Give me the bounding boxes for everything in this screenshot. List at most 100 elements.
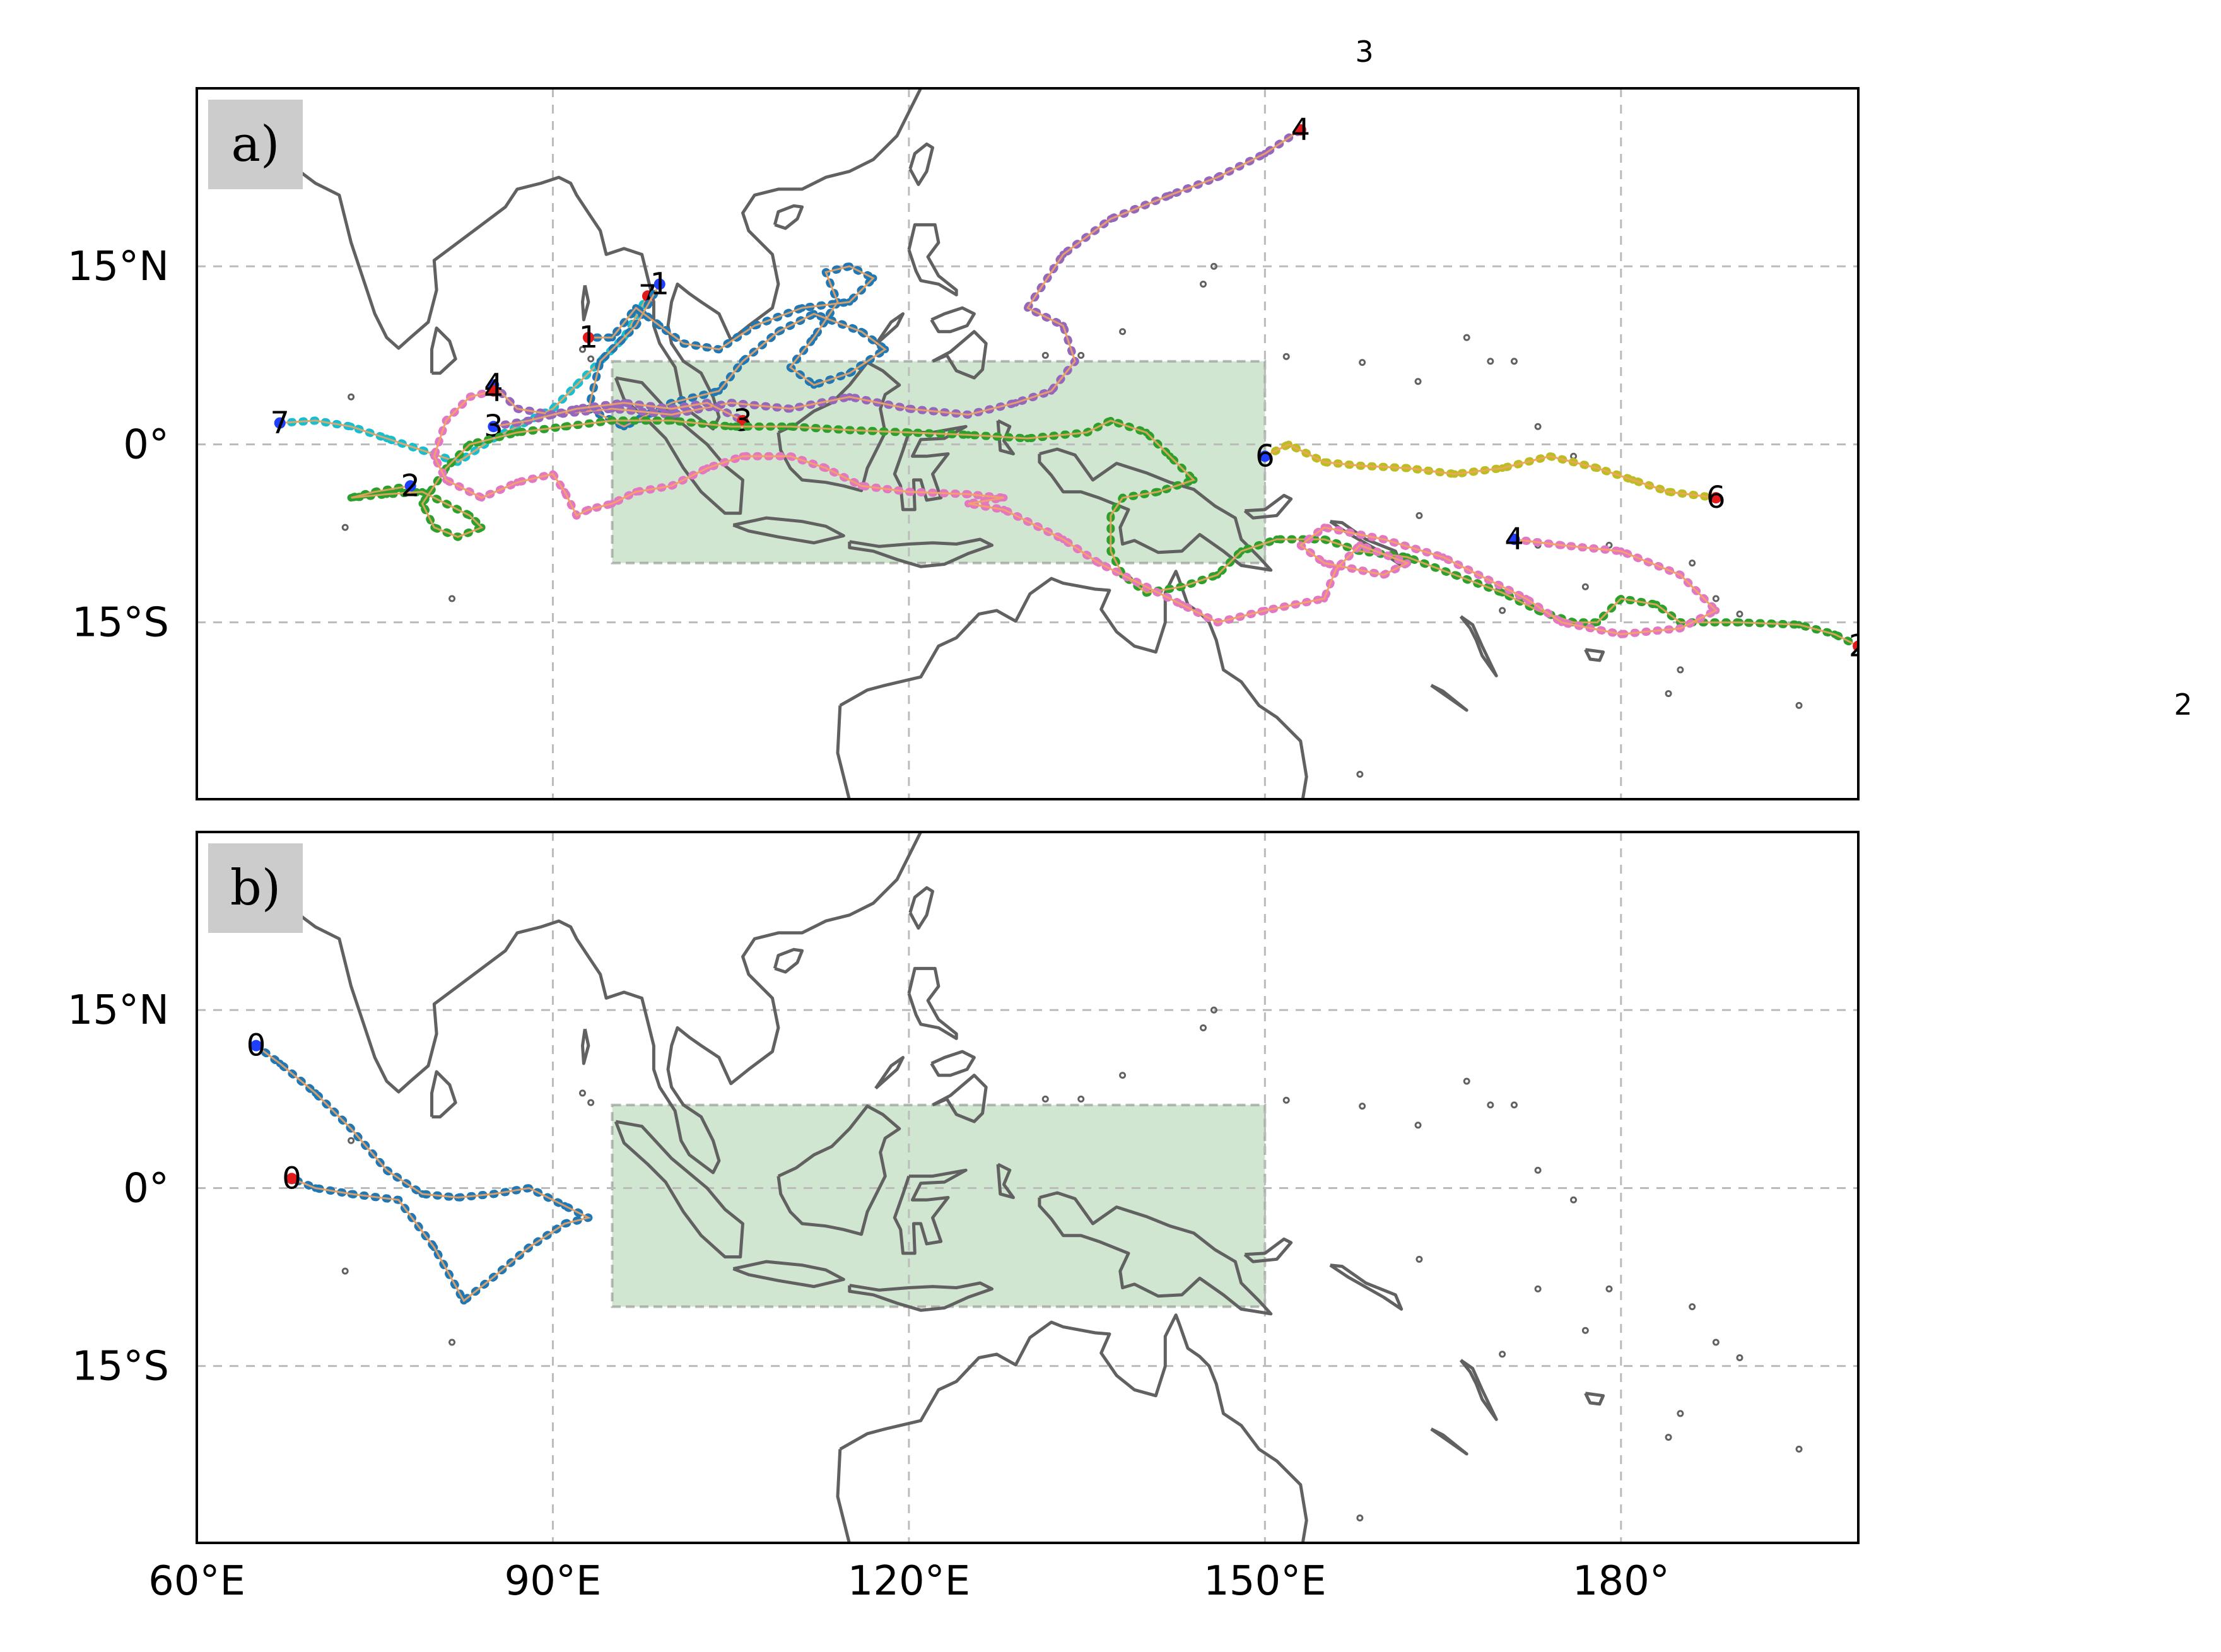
coastline-luzon — [907, 966, 958, 1040]
track-start-marker — [653, 278, 665, 290]
islet — [1677, 666, 1684, 674]
x-tick-label: 90°E — [505, 1558, 602, 1605]
coastline-java — [732, 1260, 845, 1289]
panel-label: b) — [230, 860, 281, 917]
islet — [341, 1267, 349, 1275]
islet — [1415, 512, 1423, 519]
islet — [348, 393, 355, 401]
track-end-label: 0 — [282, 1161, 302, 1196]
islet — [1605, 1285, 1613, 1292]
coastline-newbritain — [1243, 1237, 1293, 1263]
coastline-mindanao — [932, 330, 988, 380]
track-start-label: 4 — [1504, 522, 1524, 557]
coastline-taiwan — [908, 886, 934, 930]
panel-label-box — [208, 100, 303, 189]
islet — [1689, 1303, 1696, 1311]
coastline-palawan — [874, 1056, 905, 1090]
coastline-luzon — [907, 223, 958, 296]
islet — [1510, 358, 1518, 365]
stray-label: 2 — [2174, 688, 2192, 722]
islet — [1119, 1072, 1127, 1079]
track-start-label: 2 — [401, 468, 420, 503]
x-tick-label: 120°E — [848, 1558, 971, 1605]
islet — [1463, 334, 1470, 341]
islet — [1041, 351, 1049, 359]
y-tick-label: 0° — [123, 1165, 169, 1212]
islet — [1795, 1445, 1803, 1453]
islet — [578, 346, 586, 353]
coastline-australia — [836, 570, 1308, 799]
coastlines — [208, 832, 1803, 1543]
track-line-top — [493, 129, 1301, 416]
track-start-marker — [250, 1040, 262, 1052]
coastline-india — [208, 88, 923, 431]
track-end-marker — [1294, 124, 1306, 136]
track-end-label: 2 — [1849, 628, 1868, 664]
coastline-visayas — [930, 306, 976, 334]
x-tick-label: 150°E — [1204, 1558, 1327, 1605]
coastline-palawan — [874, 312, 905, 346]
coastline-india — [208, 832, 923, 1175]
islet — [1210, 262, 1217, 270]
track-line-top — [255, 1045, 592, 1303]
tracks: 00 — [247, 1028, 593, 1305]
islet — [1510, 1101, 1518, 1109]
islet — [1499, 1350, 1506, 1358]
coastline-sumatra — [614, 1120, 744, 1259]
islet — [578, 1089, 586, 1097]
coastline-hainan — [773, 947, 804, 974]
islet — [1677, 1410, 1684, 1417]
islet — [1736, 611, 1743, 618]
islet — [1077, 351, 1085, 359]
islet — [1581, 1327, 1589, 1334]
y-tick-label: 0° — [123, 421, 169, 468]
islet — [587, 1099, 595, 1106]
coastline-sulawesi — [893, 1168, 968, 1255]
y-tick-label: 15°S — [72, 1344, 169, 1390]
x-axis-ticks: 60°E 90°E 120°E 150°E 180° — [148, 1558, 1670, 1605]
track-end-label: 1 — [579, 320, 599, 355]
coastline-newcaledonia — [1430, 684, 1468, 712]
panel-b: 00 b) 15°N0°15°S — [67, 831, 1860, 1544]
coastline-vanuatu — [1459, 1359, 1498, 1421]
track-end-marker — [488, 385, 500, 397]
track-start-marker — [274, 417, 286, 429]
coastline-newbritain — [1243, 493, 1293, 520]
islet — [1200, 1024, 1207, 1031]
islet — [1119, 328, 1127, 336]
x-tick-label: 180° — [1573, 1558, 1670, 1605]
coastline-fiji — [1584, 1391, 1605, 1406]
track-line-top — [1264, 443, 1716, 499]
islet — [1499, 607, 1506, 614]
islet — [1077, 1095, 1085, 1103]
islet — [1795, 701, 1803, 709]
islet — [448, 1339, 456, 1346]
track-start-marker — [404, 480, 416, 492]
islet — [1282, 353, 1290, 360]
islet — [1570, 1196, 1578, 1204]
islet — [1041, 1095, 1049, 1103]
y-tick-label: 15°S — [72, 600, 169, 647]
islet — [1487, 1101, 1494, 1109]
islet — [1359, 359, 1366, 366]
islet — [1487, 358, 1494, 365]
islet — [1736, 1354, 1743, 1362]
x-tick-label: 60°E — [148, 1558, 245, 1605]
islet — [1200, 280, 1207, 288]
panel-label-box — [208, 843, 303, 933]
coastline-nusa — [848, 1281, 994, 1312]
track-start-marker — [488, 421, 500, 433]
track-start-label: 4 — [484, 367, 503, 402]
coastline-fiji — [1584, 648, 1605, 662]
coastline-halmahera — [996, 1163, 1015, 1199]
coastline-borneo — [776, 1104, 901, 1236]
panel-label: a) — [231, 116, 280, 173]
islet — [587, 355, 595, 363]
y-axis-ticks: 15°N 0° 15°S — [67, 987, 169, 1390]
track-end-marker — [582, 332, 594, 344]
coastline-solomons — [1329, 1263, 1404, 1311]
coastline-nusa — [848, 537, 994, 568]
islet — [341, 524, 349, 531]
track-end-marker — [286, 1173, 298, 1185]
